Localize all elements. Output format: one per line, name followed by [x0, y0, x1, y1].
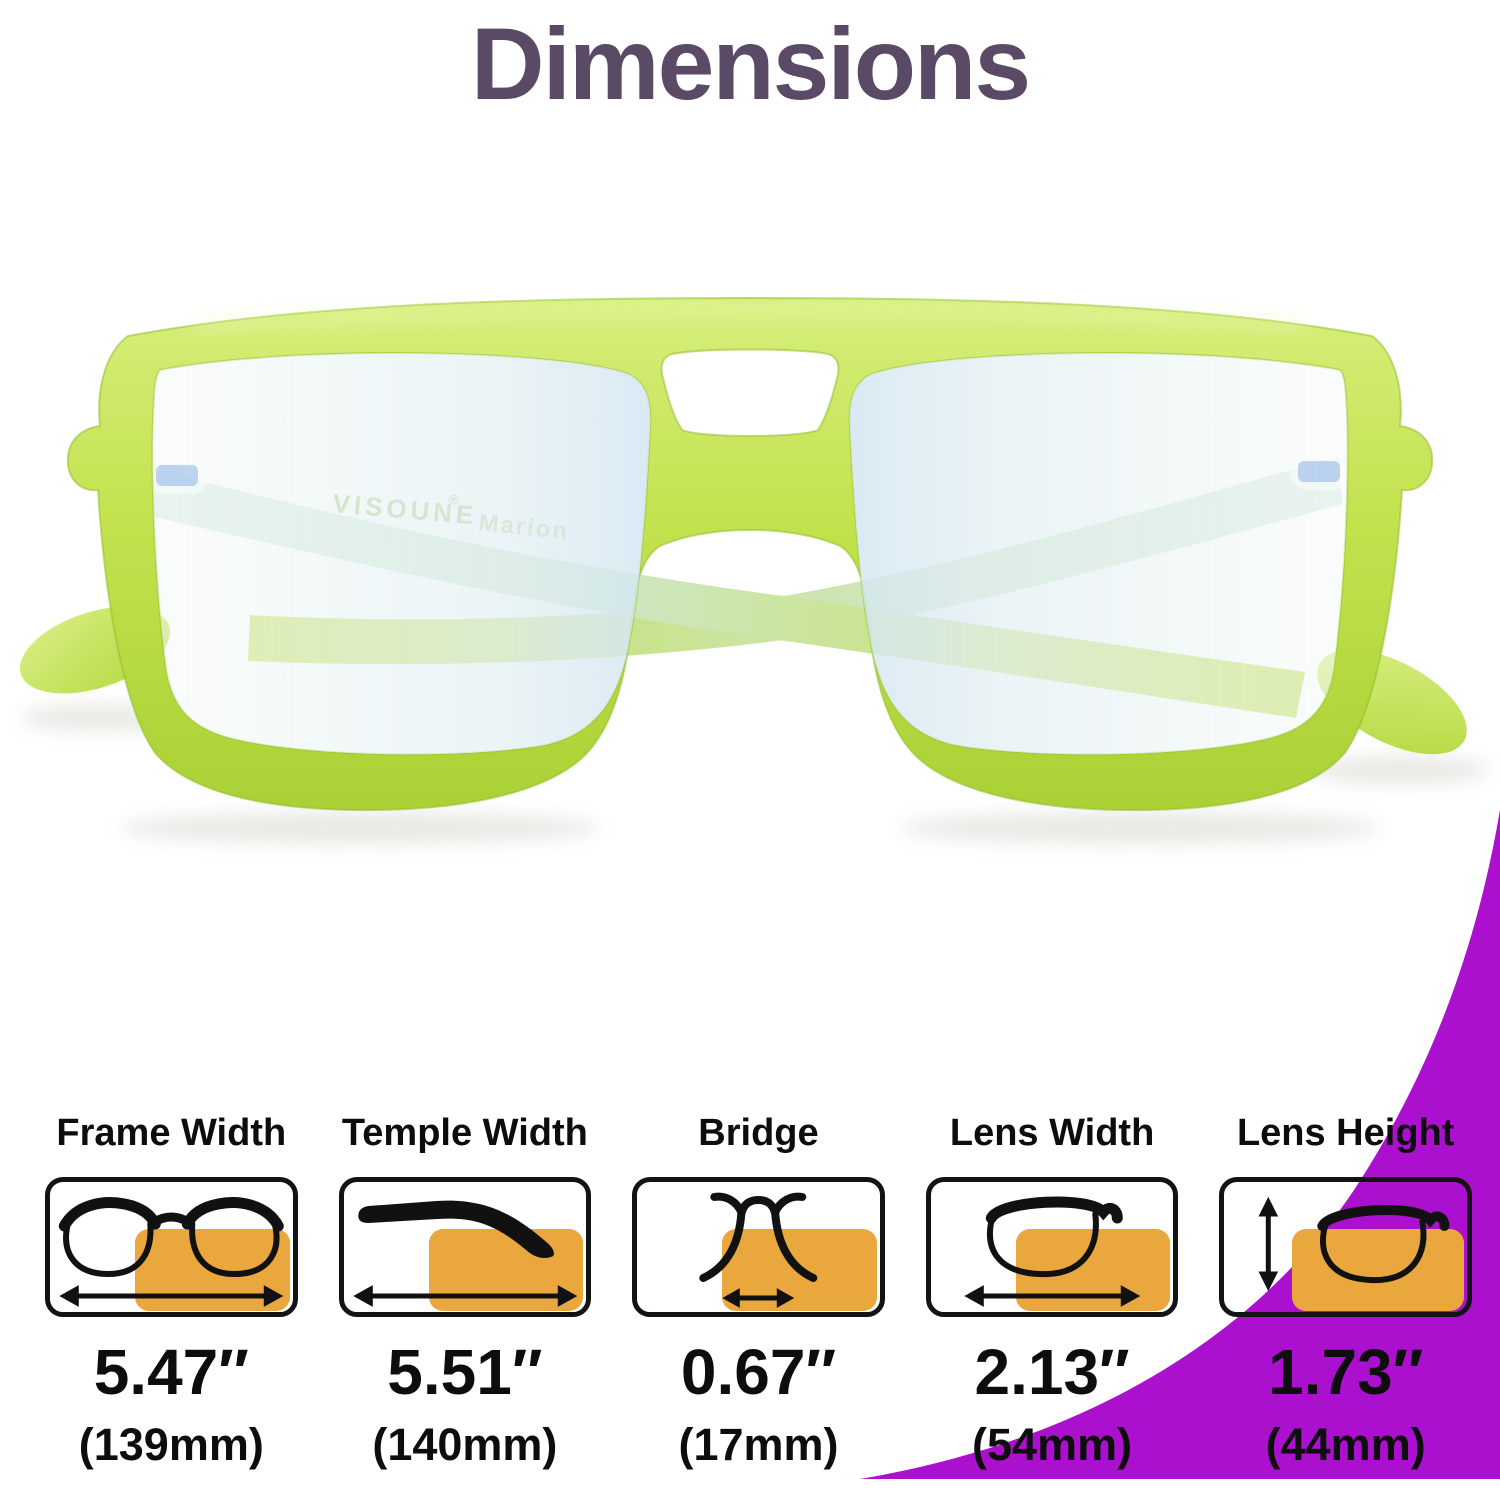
spec-value-inches: 0.67″ [680, 1336, 837, 1408]
photo-shadows [20, 705, 1490, 844]
lens-width-icon [964, 1196, 1141, 1307]
spec-label: Frame Width [56, 1111, 287, 1154]
temple-arm-icon [352, 1200, 577, 1307]
spec-label: Lens Height [1236, 1111, 1455, 1154]
spec-value-mm: (44mm) [1265, 1419, 1426, 1470]
spec-value-inches: 2.13″ [974, 1336, 1130, 1408]
spec-value-mm: (139mm) [78, 1419, 264, 1470]
spec-icon-box [1219, 1177, 1472, 1317]
width-arrow [722, 1288, 795, 1308]
spec-bridge: Bridge 0.67″ (17mm) [632, 1103, 885, 1471]
spec-lens-height: Lens Height 1.73″ (44mm) [1219, 1103, 1472, 1471]
lens-height-icon [1258, 1196, 1450, 1292]
product-photo-green-glasses: VISOUNE ® Marion [0, 288, 1500, 860]
glasses-illustration: VISOUNE ® Marion [19, 296, 1490, 844]
spec-value-mm: (17mm) [678, 1419, 839, 1470]
spec-icon-box [632, 1177, 885, 1317]
dimension-specs-row: Frame Width [45, 1103, 1472, 1471]
glasses-front-icon [58, 1197, 284, 1307]
spec-value-mm: (54mm) [972, 1419, 1133, 1470]
spec-icon-box [925, 1177, 1179, 1317]
spec-lens-width: Lens Width 2.13″ (54mm) [925, 1103, 1179, 1471]
spec-icon-box [45, 1177, 298, 1317]
spec-value-inches: 5.51″ [387, 1336, 543, 1408]
lens-right [849, 353, 1348, 755]
spec-value-mm: (140mm) [372, 1419, 558, 1470]
width-arrow [59, 1285, 284, 1307]
spec-value-inches: 5.47″ [93, 1336, 249, 1408]
width-arrow [352, 1285, 577, 1307]
spec-temple-width: Temple Width 5.51″ (140mm) [338, 1103, 592, 1471]
lens-left [152, 353, 651, 755]
spec-label: Lens Width [949, 1111, 1155, 1154]
frame-highlight [195, 304, 1305, 331]
page-title: Dimensions [470, 7, 1031, 121]
height-arrow [1258, 1196, 1279, 1292]
spec-icon-box [338, 1177, 592, 1317]
spec-label: Temple Width [341, 1111, 588, 1154]
spec-value-inches: 1.73″ [1268, 1336, 1424, 1408]
bridge-icon [699, 1192, 818, 1308]
spec-frame-width: Frame Width [45, 1103, 298, 1471]
spec-label: Bridge [698, 1111, 819, 1154]
width-arrow [964, 1285, 1141, 1307]
